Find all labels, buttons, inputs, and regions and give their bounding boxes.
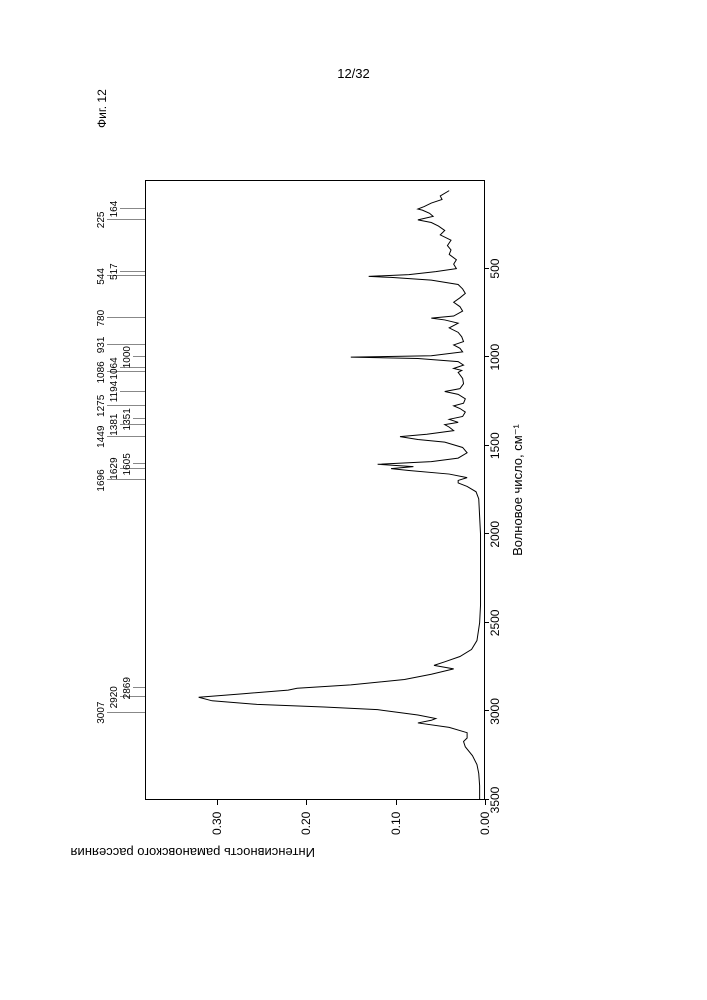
peak-tick [120, 391, 145, 392]
peak-label: 2869 [122, 677, 133, 699]
peak-label: 1064 [109, 357, 120, 379]
y-axis-label: Интенсивность рамановского рассеяния [70, 845, 315, 860]
peak-tick [107, 436, 145, 437]
peak-label: 517 [109, 263, 120, 280]
page-number: 12/32 [0, 66, 707, 81]
peak-label: 1000 [122, 346, 133, 368]
peak-label: 1275 [96, 395, 107, 417]
peak-label: 1086 [96, 361, 107, 383]
peak-tick [133, 463, 145, 464]
x-tick-label: 1000 [488, 344, 502, 371]
peak-tick [107, 405, 145, 406]
figure-label: Фиг. 12 [95, 89, 109, 128]
x-tick-label: 2000 [488, 521, 502, 548]
peak-tick [133, 418, 145, 419]
peak-tick [133, 356, 145, 357]
peak-tick [120, 271, 145, 272]
peak-label: 1449 [96, 426, 107, 448]
x-tick-label: 1500 [488, 432, 502, 459]
x-tick-label: 3500 [488, 787, 502, 814]
peak-label: 1381 [109, 414, 120, 436]
peak-tick [107, 219, 145, 220]
peak-label: 3007 [96, 702, 107, 724]
peak-tick [107, 344, 145, 345]
peak-label: 1605 [122, 453, 133, 475]
peak-label: 1696 [96, 469, 107, 491]
peak-tick [120, 208, 145, 209]
y-tick-label: 0.10 [389, 812, 403, 835]
y-tick-label: 0.20 [299, 812, 313, 835]
peak-label: 2920 [109, 686, 120, 708]
peak-label: 225 [96, 212, 107, 229]
peak-tick [133, 687, 145, 688]
x-axis-label: Волновое число, см⁻¹ [510, 180, 526, 800]
peak-label: 931 [96, 337, 107, 354]
raman-spectrum-chart: 3500 3000 2500 2000 1500 1000 500 0.00 0.10 0.20… [90, 130, 570, 870]
x-tick-label: 3000 [488, 698, 502, 725]
y-tick-label: 0.30 [210, 812, 224, 835]
y-tick-label: 0.00 [478, 812, 492, 835]
x-tick-label: 2500 [488, 610, 502, 637]
peak-label: 1629 [109, 457, 120, 479]
peak-tick [107, 317, 145, 318]
peak-label: 544 [96, 268, 107, 285]
y-tick-mark [217, 800, 218, 805]
peak-tick [107, 712, 145, 713]
peak-label: 164 [109, 201, 120, 218]
x-tick-label: 500 [488, 259, 502, 279]
y-tick-mark [485, 800, 486, 805]
peak-label: 1351 [122, 408, 133, 430]
peak-label: 1194 [109, 381, 120, 403]
spectrum-line [145, 180, 485, 800]
peak-label: 780 [96, 310, 107, 327]
y-tick-mark [396, 800, 397, 805]
y-tick-mark [306, 800, 307, 805]
